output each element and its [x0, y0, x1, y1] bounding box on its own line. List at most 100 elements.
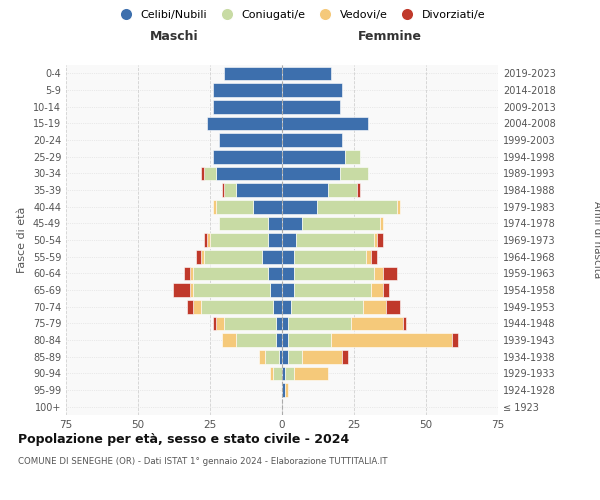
Bar	[216, 166, 282, 180]
Bar	[224, 66, 282, 80]
Bar	[343, 350, 348, 364]
Bar	[268, 216, 282, 230]
Bar	[282, 166, 340, 180]
Bar	[210, 233, 268, 247]
Bar	[293, 366, 328, 380]
Bar	[282, 366, 285, 380]
Bar	[276, 333, 282, 347]
Bar	[193, 283, 271, 297]
Bar	[259, 350, 265, 364]
Text: Anni di nascita: Anni di nascita	[592, 202, 600, 278]
Bar	[218, 216, 268, 230]
Bar	[374, 266, 383, 280]
Bar	[282, 316, 288, 330]
Bar	[218, 133, 282, 147]
Bar	[282, 66, 331, 80]
Bar	[224, 183, 236, 197]
Bar	[328, 183, 357, 197]
Bar	[279, 350, 282, 364]
Bar	[282, 200, 317, 213]
Bar	[204, 166, 216, 180]
Bar	[202, 166, 204, 180]
Bar	[224, 316, 276, 330]
Bar	[204, 233, 207, 247]
Bar	[357, 183, 360, 197]
Bar	[285, 383, 288, 397]
Bar	[351, 316, 403, 330]
Bar	[282, 83, 343, 97]
Bar	[173, 283, 190, 297]
Bar	[265, 350, 279, 364]
Bar	[282, 133, 343, 147]
Bar	[452, 333, 458, 347]
Bar	[374, 233, 377, 247]
Text: Femmine: Femmine	[358, 30, 422, 43]
Bar	[282, 216, 302, 230]
Bar	[207, 233, 210, 247]
Bar	[271, 283, 282, 297]
Bar	[365, 250, 371, 264]
Bar	[204, 250, 262, 264]
Bar	[331, 333, 452, 347]
Bar	[274, 366, 282, 380]
Bar	[190, 266, 193, 280]
Bar	[271, 366, 274, 380]
Bar	[293, 283, 371, 297]
Bar	[397, 200, 400, 213]
Bar	[193, 266, 268, 280]
Bar	[288, 316, 351, 330]
Bar	[213, 316, 216, 330]
Bar	[346, 150, 360, 164]
Bar	[202, 250, 204, 264]
Bar	[216, 316, 224, 330]
Bar	[377, 233, 383, 247]
Bar	[236, 333, 276, 347]
Bar	[268, 233, 282, 247]
Bar	[371, 283, 383, 297]
Bar	[274, 300, 282, 314]
Bar	[282, 116, 368, 130]
Bar	[371, 250, 377, 264]
Bar	[213, 100, 282, 114]
Bar	[282, 350, 288, 364]
Bar	[262, 250, 282, 264]
Bar	[282, 233, 296, 247]
Bar	[282, 100, 340, 114]
Bar	[302, 350, 343, 364]
Bar	[253, 200, 282, 213]
Bar	[184, 266, 190, 280]
Bar	[221, 333, 236, 347]
Bar	[213, 200, 216, 213]
Bar	[221, 183, 224, 197]
Bar	[202, 300, 274, 314]
Bar	[380, 216, 383, 230]
Bar	[403, 316, 406, 330]
Bar	[187, 300, 193, 314]
Bar	[293, 266, 374, 280]
Bar	[236, 183, 282, 197]
Text: COMUNE DI SENEGHE (OR) - Dati ISTAT 1° gennaio 2024 - Elaborazione TUTTITALIA.IT: COMUNE DI SENEGHE (OR) - Dati ISTAT 1° g…	[18, 458, 388, 466]
Bar	[268, 266, 282, 280]
Bar	[290, 300, 362, 314]
Bar	[282, 300, 290, 314]
Bar	[285, 366, 293, 380]
Bar	[216, 200, 253, 213]
Bar	[282, 383, 285, 397]
Bar	[317, 200, 397, 213]
Legend: Celibi/Nubili, Coniugati/e, Vedovi/e, Divorziati/e: Celibi/Nubili, Coniugati/e, Vedovi/e, Di…	[110, 6, 490, 25]
Bar	[383, 266, 397, 280]
Bar	[282, 150, 346, 164]
Bar	[383, 283, 389, 297]
Bar	[282, 250, 293, 264]
Bar	[282, 183, 328, 197]
Bar	[282, 283, 293, 297]
Bar	[386, 300, 400, 314]
Bar	[193, 300, 202, 314]
Bar	[362, 300, 386, 314]
Bar	[276, 316, 282, 330]
Bar	[213, 150, 282, 164]
Bar	[288, 350, 302, 364]
Bar	[293, 250, 365, 264]
Bar	[190, 283, 193, 297]
Text: Maschi: Maschi	[149, 30, 199, 43]
